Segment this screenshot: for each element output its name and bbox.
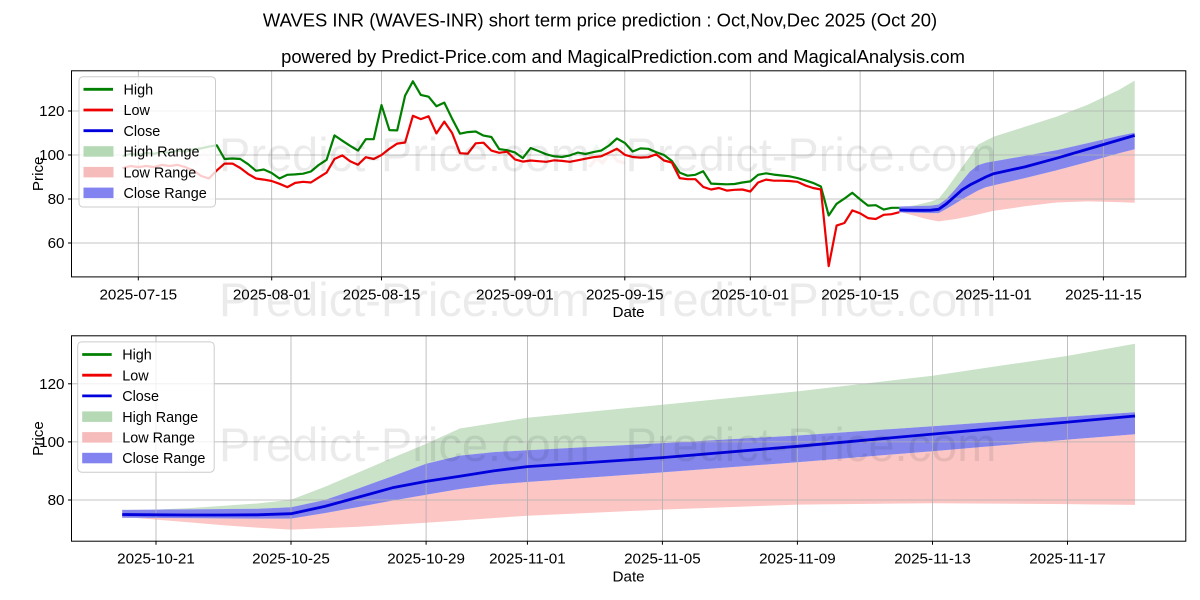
svg-text:2025-11-13: 2025-11-13: [894, 551, 971, 568]
svg-text:Low: Low: [124, 103, 151, 119]
svg-text:2025-11-01: 2025-11-01: [489, 551, 566, 568]
svg-text:2025-11-15: 2025-11-15: [1065, 286, 1142, 303]
svg-text:2025-11-01: 2025-11-01: [955, 286, 1032, 303]
svg-text:Predict-Price.com: Predict-Price.com: [219, 418, 590, 471]
svg-text:2025-10-29: 2025-10-29: [387, 551, 465, 568]
svg-text:Price: Price: [30, 156, 47, 191]
svg-text:High Range: High Range: [122, 410, 198, 426]
svg-text:2025-11-05: 2025-11-05: [624, 551, 701, 568]
svg-text:80: 80: [48, 191, 65, 208]
svg-text:2025-08-15: 2025-08-15: [343, 286, 421, 303]
svg-text:2025-11-09: 2025-11-09: [759, 551, 836, 568]
svg-text:Price: Price: [30, 421, 47, 456]
svg-text:Date: Date: [613, 304, 645, 321]
svg-text:2025-07-15: 2025-07-15: [99, 286, 177, 303]
svg-text:Predict-Price.com: Predict-Price.com: [219, 128, 590, 181]
svg-text:Predict-Price.com: Predict-Price.com: [219, 273, 590, 326]
svg-text:Close: Close: [124, 124, 161, 140]
svg-text:High: High: [124, 83, 154, 99]
svg-text:Low Range: Low Range: [124, 165, 197, 181]
svg-text:2025-10-01: 2025-10-01: [711, 286, 789, 303]
svg-text:100: 100: [39, 147, 64, 164]
svg-text:2025-10-21: 2025-10-21: [117, 551, 195, 568]
svg-text:2025-10-15: 2025-10-15: [821, 286, 899, 303]
svg-text:60: 60: [48, 235, 65, 252]
svg-text:2025-08-01: 2025-08-01: [233, 286, 311, 303]
svg-text:Predict-Price.com: Predict-Price.com: [626, 128, 997, 181]
svg-text:Close Range: Close Range: [122, 451, 205, 467]
svg-text:WAVES INR (WAVES-INR) short te: WAVES INR (WAVES-INR) short term price p…: [263, 10, 937, 31]
svg-text:100: 100: [39, 434, 64, 451]
svg-text:Close: Close: [122, 389, 159, 405]
svg-text:120: 120: [39, 103, 64, 120]
svg-text:2025-09-01: 2025-09-01: [476, 286, 554, 303]
svg-text:120: 120: [39, 376, 64, 393]
svg-text:Low: Low: [122, 368, 149, 384]
svg-text:Close Range: Close Range: [124, 186, 207, 202]
svg-text:Predict-Price.com: Predict-Price.com: [626, 273, 997, 326]
svg-text:powered by Predict-Price.com a: powered by Predict-Price.com and Magical…: [281, 46, 965, 67]
svg-text:2025-11-17: 2025-11-17: [1029, 551, 1106, 568]
svg-text:2025-10-25: 2025-10-25: [252, 551, 330, 568]
svg-text:80: 80: [48, 492, 65, 509]
svg-text:Low Range: Low Range: [122, 431, 195, 447]
svg-text:Predict-Price.com: Predict-Price.com: [626, 418, 997, 471]
svg-text:High Range: High Range: [124, 145, 200, 161]
svg-text:High: High: [122, 348, 152, 364]
svg-text:Date: Date: [613, 569, 645, 586]
svg-text:2025-09-15: 2025-09-15: [586, 286, 664, 303]
